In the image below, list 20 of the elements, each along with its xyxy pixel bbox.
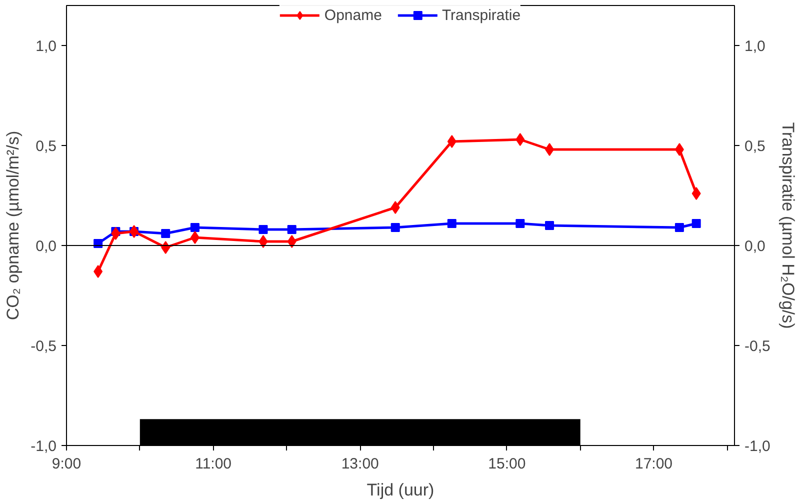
legend-label: Transpiratie	[442, 6, 521, 24]
y2-tick-label: -0,5	[744, 338, 770, 355]
y-tick-label: -0,5	[30, 338, 57, 355]
y-tick-label: -1,0	[30, 438, 57, 455]
y-tick-label: 1,0	[36, 38, 57, 55]
y2-axis-title: Transpiratie (µmol H₂O/g/s)	[778, 122, 798, 329]
legend-label: Opname	[324, 6, 382, 24]
y-tick-label: 0,5	[36, 138, 57, 155]
x-tick-label: 9:00	[52, 456, 82, 472]
x-tick-label: 15:00	[488, 456, 526, 472]
y2-tick-label: -1,0	[744, 438, 770, 455]
x-tick-label: 17:00	[634, 456, 673, 472]
y-tick-label: 0,0	[36, 238, 57, 255]
x-tick-label: 11:00	[195, 456, 232, 472]
x-tick-label: 13:00	[341, 456, 379, 472]
y2-tick-label: 0,5	[744, 138, 766, 155]
y2-tick-label: 1,0	[744, 38, 766, 55]
y2-tick-label: 0,0	[744, 238, 766, 255]
x-axis-title: Tijd (uur)	[366, 480, 434, 500]
y-axis-title: CO₂ opname (µmol/m²/s)	[4, 130, 23, 320]
